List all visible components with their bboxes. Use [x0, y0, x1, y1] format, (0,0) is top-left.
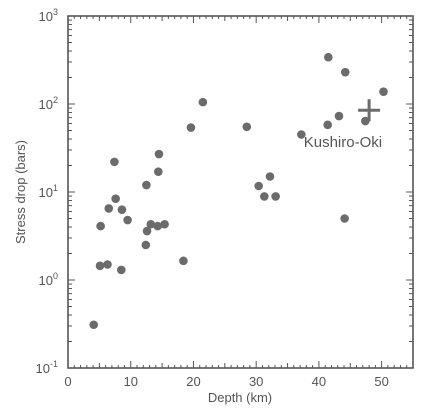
y-tick-label: 10-1 — [36, 359, 58, 376]
data-point — [153, 221, 162, 231]
data-point — [117, 265, 126, 275]
y-axis-title: Stress drop (bars) — [13, 140, 28, 244]
x-tick-label: 30 — [249, 374, 263, 389]
data-point — [110, 157, 119, 167]
data-point — [160, 219, 169, 229]
data-point — [154, 149, 164, 159]
data-point — [297, 130, 306, 139]
x-axis-title: Depth (km) — [208, 390, 272, 405]
x-tick-label: 10 — [123, 374, 137, 389]
data-point — [89, 320, 99, 330]
data-point — [103, 260, 112, 269]
data-point — [323, 120, 332, 130]
axis-ticks — [67, 16, 414, 369]
data-point — [142, 180, 151, 190]
data-point — [154, 167, 163, 177]
data-point — [334, 111, 344, 121]
data-point — [271, 192, 280, 201]
data-points — [89, 52, 388, 330]
data-point — [146, 219, 156, 229]
data-point — [186, 123, 196, 132]
axis-tick-labels: 0 10 20 30 40 50 10-1 100 101 102 103 — [36, 7, 389, 389]
x-tick-label: 20 — [186, 374, 200, 389]
data-point — [265, 172, 275, 181]
data-point — [117, 205, 127, 214]
data-point — [179, 256, 188, 266]
data-point — [95, 261, 105, 271]
data-point — [141, 240, 151, 250]
data-point — [142, 226, 152, 236]
data-point — [324, 52, 333, 62]
data-point — [104, 204, 114, 213]
kushiro-oki-annotation: Kushiro-Oki — [304, 99, 382, 151]
data-point — [96, 221, 105, 231]
data-point — [361, 116, 370, 126]
data-point — [198, 97, 208, 107]
x-tick-label: 50 — [374, 374, 388, 389]
data-point — [340, 214, 349, 223]
plot-frame — [67, 15, 414, 369]
data-point — [379, 87, 388, 96]
kushiro-oki-label: Kushiro-Oki — [304, 134, 382, 151]
y-tick-label: 100 — [39, 271, 58, 288]
data-point — [254, 181, 263, 191]
y-tick-label: 103 — [39, 7, 58, 24]
y-tick-label: 102 — [39, 95, 58, 112]
x-tick-label: 0 — [64, 374, 71, 389]
data-point — [111, 194, 120, 203]
data-point — [260, 192, 269, 201]
data-point — [242, 122, 252, 132]
x-tick-label: 40 — [312, 374, 326, 389]
data-point — [340, 67, 350, 77]
data-point — [123, 215, 132, 225]
y-tick-label: 101 — [39, 183, 58, 200]
